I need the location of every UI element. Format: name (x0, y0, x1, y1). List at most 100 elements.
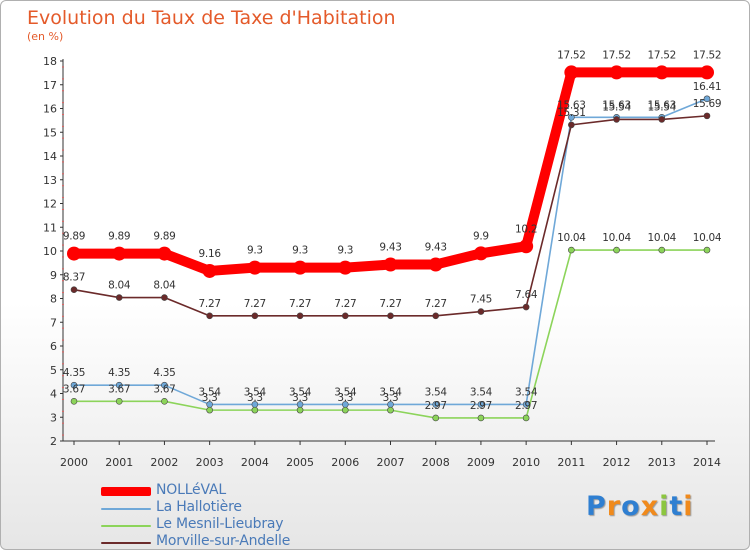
series-1-data-label: 17.52 (648, 49, 677, 61)
series-2-data-label: 3.54 (470, 386, 493, 398)
y-tick-label: 10 (43, 245, 57, 258)
y-tick-label: 5 (50, 364, 57, 377)
series-1-point (112, 246, 127, 261)
series-4-data-label: 8.37 (63, 272, 85, 284)
series-1-point (428, 257, 443, 272)
x-tick-label: 2001 (105, 456, 133, 469)
x-tick-label: 2005 (286, 456, 314, 469)
series-3-point (613, 246, 620, 254)
series-3-point (251, 406, 259, 414)
series-3-point (387, 406, 394, 414)
series-4-point (522, 303, 530, 311)
series-3-point (341, 406, 349, 414)
series-4-data-label: 7.27 (334, 298, 356, 310)
series-1-data-label: 9.43 (425, 242, 447, 254)
x-tick-label: 2004 (241, 456, 269, 469)
series-3-point (658, 246, 666, 254)
legend-label: NOLLéVAL (156, 482, 226, 498)
legend-swatch (101, 525, 151, 527)
series-1-point (202, 263, 217, 278)
series-3-data-label: 3.67 (108, 383, 130, 395)
series-1-point (383, 257, 398, 272)
series-4-point (477, 308, 485, 315)
y-tick-label: 3 (50, 411, 57, 424)
series-3-point (161, 398, 168, 405)
x-tick-label: 2002 (150, 456, 178, 469)
series-1-point (157, 246, 172, 261)
series-4-point (296, 312, 304, 320)
series-4-data-label: 7.27 (244, 298, 266, 310)
series-2-data-label: 3.54 (379, 386, 402, 398)
logo-letter: x (640, 491, 660, 522)
series-1-data-label: 17.52 (693, 49, 722, 61)
series-4-data-label: 7.27 (199, 298, 221, 310)
series-1-point (293, 260, 308, 275)
series-4-data-label: 7.45 (470, 294, 492, 306)
series-3-point (477, 414, 485, 422)
y-tick-label: 15 (43, 126, 57, 139)
series-2-point (568, 113, 575, 121)
series-3-data-label: 10.04 (557, 232, 586, 244)
series-2-data-label: 3.54 (199, 386, 222, 398)
series-4-data-label: 8.04 (153, 280, 176, 292)
series-4-data-label: 7.27 (289, 298, 311, 310)
x-tick-label: 2011 (557, 456, 585, 469)
y-tick-label: 9 (50, 269, 57, 282)
y-tick-label: 14 (43, 150, 57, 163)
logo-letter: i (659, 491, 670, 522)
series-4-point (115, 294, 123, 301)
y-tick-label: 8 (50, 293, 57, 306)
series-2-data-label: 3.54 (334, 386, 357, 398)
series-1-data-label: 9.3 (292, 245, 308, 257)
series-4-point (251, 312, 259, 320)
series-3-data-label: 3.3 (383, 392, 399, 404)
legend-swatch (101, 487, 151, 496)
series-1-point (67, 246, 81, 261)
series-2-data-label: 15.63 (557, 99, 586, 111)
y-tick-label: 7 (50, 316, 57, 329)
x-tick-label: 2010 (512, 456, 540, 469)
series-1-data-label: 9.9 (473, 230, 489, 242)
series-1-data-label: 10.2 (515, 223, 537, 235)
series-3-data-label: 10.04 (693, 232, 722, 244)
y-tick-label: 17 (43, 79, 57, 92)
logo-letter: t (669, 491, 684, 522)
x-tick-label: 2000 (60, 456, 88, 469)
series-3-data-label: 10.04 (648, 232, 677, 244)
series-4-point (568, 121, 575, 129)
logo-letter: i (683, 491, 694, 522)
series-1-point (700, 65, 714, 80)
series-3-point (206, 406, 213, 414)
logo-letter: r (606, 491, 622, 522)
y-tick-label: 11 (43, 221, 57, 234)
series-2-point (432, 401, 440, 408)
y-tick-label: 13 (43, 174, 57, 187)
series-2-point (161, 381, 168, 389)
series-4-point (387, 312, 394, 320)
series-1-data-label: 17.52 (602, 49, 631, 61)
series-3-data-label: 3.3 (247, 392, 263, 404)
series-3-point (703, 246, 711, 254)
series-2-data-label: 4.35 (108, 367, 130, 379)
series-4-data-label: 15.69 (693, 98, 722, 110)
series-1-point (473, 246, 488, 261)
series-3-data-label: 3.67 (63, 383, 85, 395)
series-1-data-label: 9.16 (199, 248, 222, 260)
series-4-data-label: 15.31 (557, 107, 586, 119)
series-1-point (609, 65, 624, 80)
series-2-point (477, 401, 485, 408)
x-tick-label: 2003 (196, 456, 224, 469)
series-4-data-label: 8.04 (108, 280, 131, 292)
y-tick-label: 4 (50, 388, 57, 401)
series-3-data-label: 3.3 (337, 392, 353, 404)
series-2-data-label: 4.35 (63, 367, 85, 379)
series-4-point (658, 116, 666, 123)
series-2-data-label: 3.54 (289, 386, 312, 398)
series-1-data-label: 9.43 (379, 242, 401, 254)
proxiti-logo: Proxiti (586, 491, 694, 522)
series-2-data-label: 3.54 (515, 386, 538, 398)
series-3-data-label: 3.67 (153, 383, 175, 395)
x-tick-label: 2012 (603, 456, 631, 469)
series-1-point (247, 260, 262, 275)
